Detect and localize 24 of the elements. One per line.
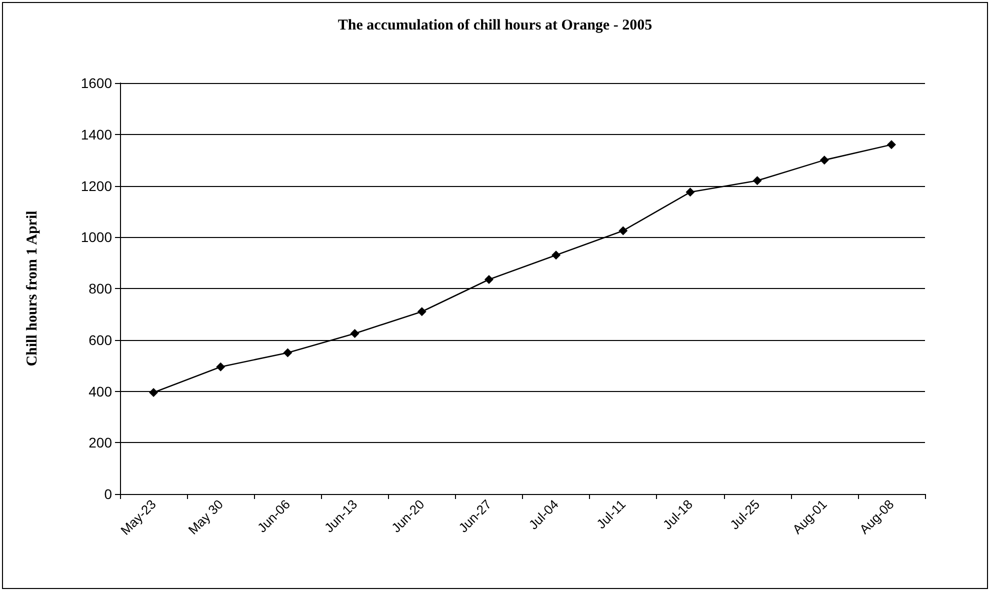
point [484, 275, 494, 284]
point [149, 388, 158, 398]
point [283, 348, 292, 358]
point [216, 362, 226, 372]
point [618, 226, 628, 236]
point [552, 250, 561, 260]
y-tick-label: 400 [88, 383, 112, 400]
point [820, 156, 829, 165]
chart-title: The accumulation of chill hours at Orange - 2005 [338, 18, 652, 34]
x-tick-label: May 30 [185, 496, 226, 538]
point [686, 188, 695, 197]
y-axis-title: Chill hours from 1 April [24, 210, 40, 366]
y-tick-label: 1200 [80, 178, 112, 194]
y-tick-label: 800 [88, 280, 112, 296]
point [886, 140, 896, 150]
y-tick-label: 600 [88, 332, 112, 348]
y-tick-label: 1000 [80, 229, 112, 246]
y-tick-label: 0 [104, 486, 112, 502]
point [350, 328, 360, 338]
y-tick-label: 1400 [80, 126, 112, 142]
point [417, 307, 426, 316]
y-tick-label: 1600 [80, 75, 112, 91]
y-tick-label: 200 [88, 434, 112, 451]
point [752, 176, 762, 186]
